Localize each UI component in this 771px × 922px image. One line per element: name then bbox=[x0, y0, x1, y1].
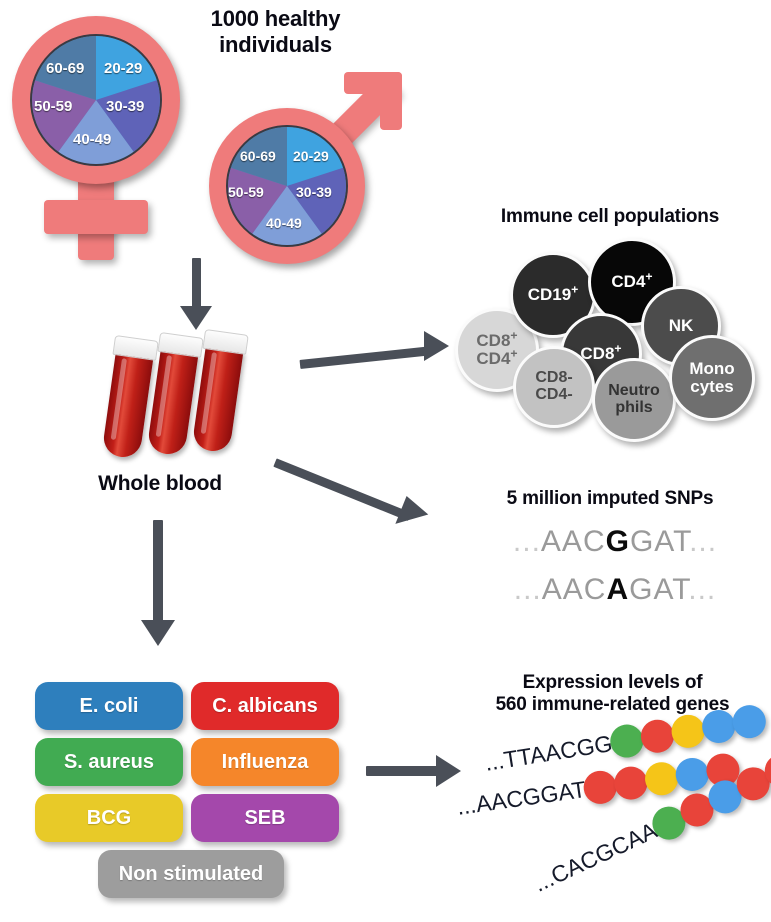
stim-chip-label: C. albicans bbox=[212, 694, 318, 717]
snp-variant-base: A bbox=[606, 573, 630, 606]
immune-cell-label: CD8- CD4- bbox=[535, 369, 573, 403]
immune-cell-cd4p: CD4+ bbox=[588, 238, 676, 326]
stim-chip-label: SEB bbox=[244, 806, 286, 829]
female-symbol: 20-29 30-39 40-49 50-59 60-69 bbox=[8, 12, 188, 262]
age-pie-male: 20-29 30-39 40-49 50-59 60-69 bbox=[226, 125, 348, 247]
gene-bead bbox=[638, 716, 676, 755]
whole-blood-tubes bbox=[100, 328, 300, 472]
snp-variant-base: G bbox=[605, 525, 630, 558]
age-label-50-59: 50-59 bbox=[34, 98, 73, 115]
stim-chip-c-albicans[interactable]: C. albicans bbox=[191, 682, 339, 730]
male-symbol: 20-29 30-39 40-49 50-59 60-69 bbox=[205, 72, 420, 264]
age-pie-male-svg bbox=[228, 127, 346, 245]
snp-left-bases: AAC bbox=[540, 525, 606, 558]
snp-suffix: ... bbox=[689, 525, 718, 558]
immune-cell-cluster: CD8+ CD4+ CD19+ CD4+ NK CD8+ CD8- CD4- Neu… bbox=[455, 238, 767, 442]
stim-chip-label: Non stimulated bbox=[118, 862, 264, 885]
age-label-male-20-29: 20-29 bbox=[293, 148, 329, 164]
snp-suffix: ... bbox=[688, 573, 717, 606]
age-label-20-29: 20-29 bbox=[104, 60, 143, 77]
age-pie-female: 20-29 30-39 40-49 50-59 60-69 bbox=[30, 34, 162, 166]
immune-cell-label: Neutro phils bbox=[608, 382, 660, 416]
stim-chip-s-aureus[interactable]: S. aureus bbox=[35, 738, 183, 786]
immune-section-title: Immune cell populations bbox=[500, 206, 720, 227]
immune-cell-cd8n-cd4n: CD8- CD4- bbox=[513, 346, 595, 428]
snp-right-bases: GAT bbox=[629, 525, 690, 558]
gene-strand-sequence: ...AACGGAT bbox=[455, 775, 588, 820]
snp-prefix: ... bbox=[512, 525, 541, 558]
gene-bead bbox=[642, 759, 681, 797]
page-title: 1000 healthy individuals bbox=[163, 6, 388, 58]
immune-cell-label: CD8+ CD4+ bbox=[476, 328, 518, 368]
gene-strands: ...TTAACGG ...AACGGAT ...CACGCAA bbox=[455, 702, 771, 915]
immune-cell-label: CD8+ bbox=[580, 341, 622, 364]
age-label-male-30-39: 30-39 bbox=[296, 184, 332, 200]
immune-cell-monocytes: Mono cytes bbox=[669, 335, 755, 421]
cohort-title-line2: individuals bbox=[219, 31, 332, 57]
male-symbol-arrowhead bbox=[344, 72, 402, 130]
immune-cell-label: CD19+ bbox=[527, 282, 579, 305]
stim-chip-seb[interactable]: SEB bbox=[191, 794, 339, 842]
gene-strand-sequence: ...CACGCAA bbox=[529, 816, 661, 897]
age-label-30-39: 30-39 bbox=[106, 98, 145, 115]
snp-left-bases: AAC bbox=[541, 573, 607, 606]
age-label-male-50-59: 50-59 bbox=[228, 184, 264, 200]
immune-cell-label: NK bbox=[668, 316, 694, 336]
immune-cell-label: CD4+ bbox=[611, 269, 653, 292]
snp-sequence-row: ...AACAGAT... bbox=[470, 573, 760, 607]
stimulation-panel: E. coli C. albicans S. aureus Influenza … bbox=[35, 682, 345, 898]
age-label-40-49: 40-49 bbox=[73, 131, 112, 148]
gene-bead bbox=[729, 702, 768, 741]
age-label-60-69: 60-69 bbox=[46, 60, 85, 77]
snp-sequences: ...AACGGAT... ...AACAGAT... bbox=[470, 525, 760, 620]
expression-section-title: Expression levels of 560 immune-related … bbox=[455, 672, 770, 717]
snps-section-title: 5 million imputed SNPs bbox=[506, 488, 714, 509]
stim-chip-label: E. coli bbox=[79, 694, 139, 717]
stim-chip-bcg[interactable]: BCG bbox=[35, 794, 183, 842]
gene-bead bbox=[612, 763, 650, 802]
stim-chip-influenza[interactable]: Influenza bbox=[191, 738, 339, 786]
snp-prefix: ... bbox=[513, 573, 542, 606]
snp-right-bases: GAT bbox=[629, 573, 689, 606]
gene-bead bbox=[668, 712, 707, 750]
stim-chip-label: BCG bbox=[86, 806, 132, 829]
female-symbol-cross bbox=[44, 200, 148, 234]
snp-sequence-row: ...AACGGAT... bbox=[470, 525, 760, 559]
age-label-male-60-69: 60-69 bbox=[240, 148, 276, 164]
expression-title-line1: Expression levels of bbox=[522, 672, 703, 693]
age-pie-female-svg bbox=[32, 36, 160, 164]
stim-chip-label: S. aureus bbox=[63, 750, 155, 773]
stim-chip-e-coli[interactable]: E. coli bbox=[35, 682, 183, 730]
immune-cell-neutrophils: Neutro phils bbox=[592, 358, 676, 442]
stim-chip-non-stimulated[interactable]: Non stimulated bbox=[98, 850, 284, 898]
stim-chip-label: Influenza bbox=[221, 750, 309, 773]
immune-cell-label: Mono cytes bbox=[689, 359, 735, 396]
expression-title-line2: 560 immune-related genes bbox=[495, 694, 730, 716]
whole-blood-label: Whole blood bbox=[98, 472, 222, 495]
immune-cell-cd19p: CD19+ bbox=[510, 252, 596, 338]
gene-bead bbox=[699, 707, 738, 745]
age-label-male-40-49: 40-49 bbox=[266, 215, 302, 231]
cohort-title-line1: 1000 healthy bbox=[210, 6, 341, 31]
